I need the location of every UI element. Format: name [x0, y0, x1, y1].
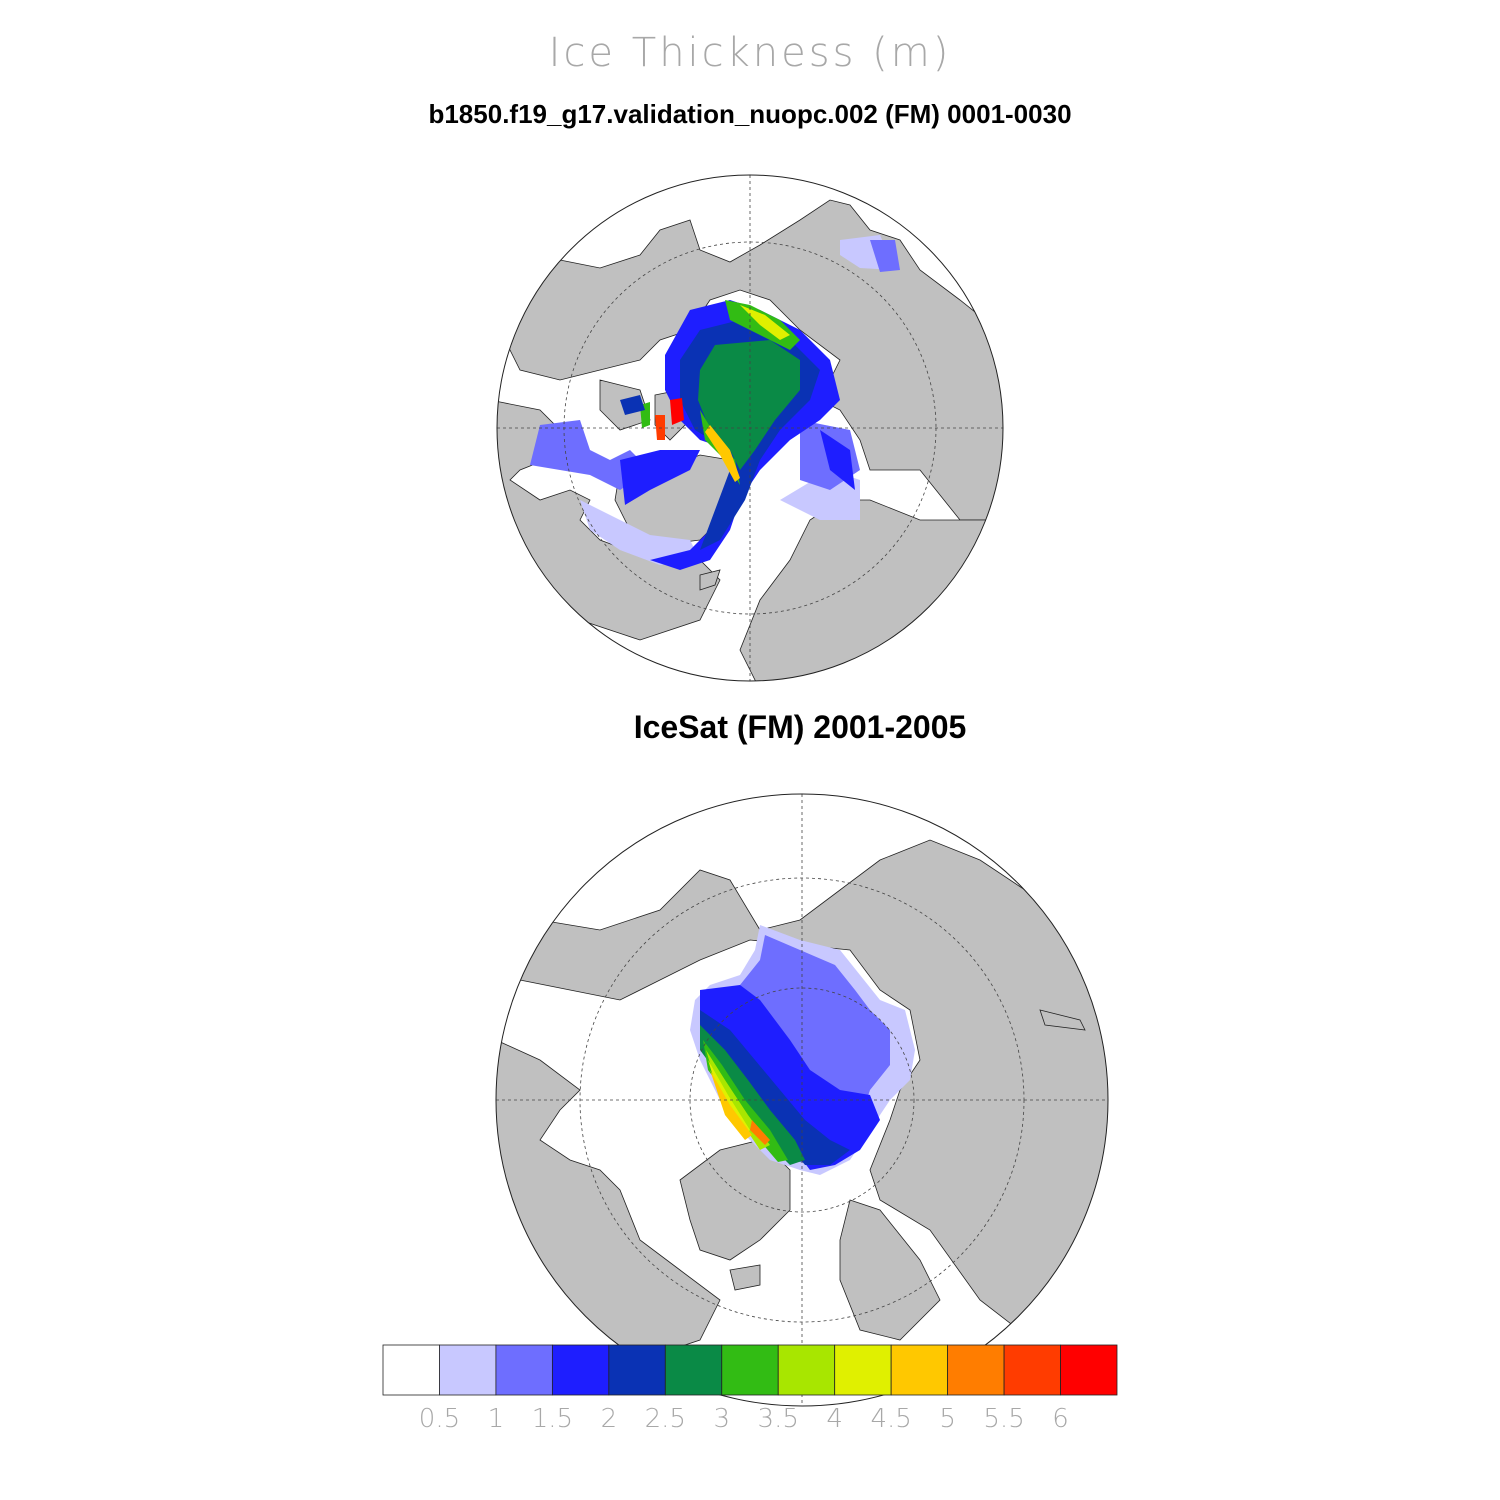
colorbar-swatch	[890, 1344, 949, 1396]
colorbar-swatch	[495, 1344, 553, 1396]
colorbar-tick-label: 5	[939, 1404, 956, 1434]
panel-2-subtitle: IceSat (FM) 2001-2005	[633, 709, 967, 745]
colorbar-tick-label: 2	[600, 1404, 618, 1434]
colorbar-swatch	[608, 1344, 666, 1396]
colorbar-tick-label: 4	[826, 1404, 843, 1434]
colorbar-swatch	[1003, 1344, 1061, 1396]
colorbar-tick-labels: 0.5 1 1.5 2 2.5 3 3.5 4 4.5 5 5.5 6	[0, 1404, 1500, 1444]
colorbar-swatch	[777, 1344, 836, 1396]
colorbar-tick-label: 1.5	[531, 1404, 574, 1434]
colorbar-tick-label: 1	[487, 1404, 505, 1434]
colorbar-swatch	[551, 1344, 610, 1396]
colorbar-tick-label: 3.5	[757, 1404, 799, 1434]
colorbar-swatch	[721, 1344, 779, 1396]
panel-2-border	[495, 793, 1109, 1407]
colorbar-tick-label: 4.5	[870, 1404, 912, 1434]
colorbar-tick-label: 0.5	[418, 1404, 461, 1434]
colorbar-swatch	[664, 1344, 723, 1396]
main-title: Ice Thickness (m)	[548, 30, 952, 76]
panel-1-graticule	[497, 175, 1003, 681]
colorbar-tick-label: 5.5	[983, 1404, 1025, 1434]
panel-2-ice	[690, 925, 915, 1175]
panel-1-map	[496, 174, 1004, 682]
colorbar-tick-label: 6	[1052, 1404, 1069, 1434]
panel-2-graticule	[496, 794, 1108, 1406]
colorbar-swatch	[439, 1344, 497, 1396]
colorbar-tick-label: 3	[713, 1404, 731, 1434]
colorbar-swatch	[834, 1344, 892, 1396]
panel-1-border	[496, 174, 1004, 682]
colorbar-swatch	[382, 1344, 440, 1396]
colorbar-tick-label: 2.5	[644, 1404, 686, 1434]
panel-2-map	[495, 793, 1109, 1407]
colorbar-swatch	[947, 1344, 1005, 1396]
colorbar	[382, 1344, 1118, 1396]
colorbar-swatch	[1060, 1344, 1118, 1396]
panel-1-subtitle: b1850.f19_g17.validation_nuopc.002 (FM) …	[428, 99, 1072, 129]
